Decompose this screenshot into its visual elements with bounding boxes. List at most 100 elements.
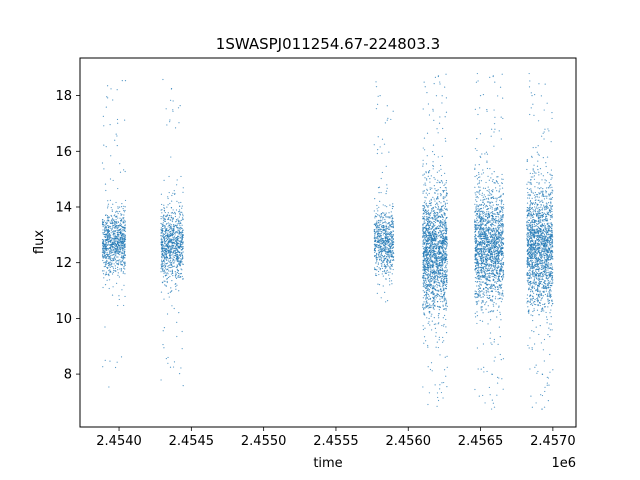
scatter-point <box>434 280 436 282</box>
scatter-point <box>434 285 436 287</box>
scatter-point <box>490 193 492 195</box>
scatter-point <box>442 223 444 225</box>
scatter-point <box>432 210 434 213</box>
scatter-point <box>174 260 176 262</box>
scatter-point <box>173 225 175 227</box>
scatter-point <box>172 246 174 248</box>
scatter-point <box>162 249 164 251</box>
scatter-point <box>423 307 425 309</box>
scatter-point <box>376 152 378 155</box>
scatter-point <box>113 241 115 243</box>
scatter-point <box>170 263 172 265</box>
scatter-point <box>487 218 489 220</box>
scatter-point <box>501 209 504 211</box>
scatter-point <box>180 268 182 270</box>
scatter-point <box>117 211 119 213</box>
scatter-point <box>441 324 443 327</box>
scatter-point <box>181 244 183 246</box>
scatter-point <box>177 229 179 231</box>
scatter-point <box>422 273 424 275</box>
scatter-point <box>105 245 107 247</box>
scatter-point <box>101 162 104 164</box>
scatter-point <box>444 86 446 88</box>
scatter-point <box>169 224 171 227</box>
scatter-point <box>384 265 387 268</box>
scatter-point <box>497 222 500 224</box>
scatter-point <box>386 228 389 230</box>
scatter-point <box>385 255 388 258</box>
scatter-point <box>177 236 179 238</box>
scatter-point <box>118 226 120 228</box>
scatter-point <box>178 251 181 254</box>
scatter-point <box>433 252 435 255</box>
scatter-point <box>123 233 125 235</box>
scatter-point <box>438 201 440 203</box>
scatter-point <box>117 272 119 274</box>
scatter-point <box>165 255 167 257</box>
scatter-point <box>437 293 439 295</box>
scatter-point <box>178 223 180 225</box>
scatter-point <box>428 172 430 174</box>
scatter-point <box>124 250 126 253</box>
scatter-point <box>434 238 436 240</box>
scatter-point <box>446 386 448 388</box>
scatter-point <box>166 259 168 262</box>
scatter-point <box>442 257 445 259</box>
scatter-point <box>433 245 435 247</box>
scatter-point <box>164 232 167 234</box>
scatter-point <box>103 265 105 268</box>
scatter-point <box>425 298 427 300</box>
scatter-point <box>485 292 487 294</box>
scatter-point <box>384 122 386 124</box>
scatter-point <box>112 99 114 101</box>
scatter-point <box>376 260 378 262</box>
scatter-point <box>182 257 184 259</box>
scatter-point <box>112 241 114 243</box>
scatter-point <box>104 284 107 286</box>
scatter-point <box>436 290 438 292</box>
scatter-point <box>103 262 105 264</box>
scatter-point <box>433 185 435 187</box>
scatter-point <box>164 266 166 269</box>
scatter-point <box>429 178 431 180</box>
scatter-point <box>175 276 177 278</box>
scatter-point <box>172 231 174 233</box>
scatter-point <box>427 265 429 267</box>
scatter-point <box>428 238 430 240</box>
scatter-point <box>170 232 172 234</box>
scatter-point <box>496 216 498 218</box>
scatter-point <box>176 241 178 244</box>
scatter-point <box>176 271 178 274</box>
scatter-point <box>442 285 445 287</box>
scatter-point <box>105 273 108 275</box>
scatter-point <box>118 298 120 301</box>
scatter-point <box>161 245 163 247</box>
scatter-point <box>426 246 428 248</box>
scatter-point <box>425 297 427 299</box>
scatter-point <box>439 269 441 271</box>
scatter-point <box>429 259 431 261</box>
scatter-point <box>168 296 170 298</box>
scatter-point <box>179 260 181 262</box>
scatter-point <box>106 222 109 224</box>
scatter-point <box>423 250 426 253</box>
scatter-point <box>176 249 178 251</box>
scatter-point <box>439 298 441 300</box>
scatter-point <box>440 272 442 274</box>
scatter-point <box>439 296 441 298</box>
scatter-point <box>105 214 107 216</box>
scatter-point <box>428 274 430 276</box>
scatter-point <box>171 211 174 214</box>
scatter-point <box>423 210 426 213</box>
scatter-point <box>115 219 117 221</box>
scatter-point <box>432 286 434 288</box>
scatter-point <box>169 223 171 225</box>
scatter-point <box>444 297 446 299</box>
scatter-point <box>104 359 106 361</box>
scatter-point <box>382 216 385 218</box>
scatter-point <box>119 263 122 265</box>
scatter-point <box>109 271 111 273</box>
scatter-point <box>428 249 431 252</box>
scatter-point <box>111 258 114 260</box>
scatter-point <box>380 257 383 259</box>
